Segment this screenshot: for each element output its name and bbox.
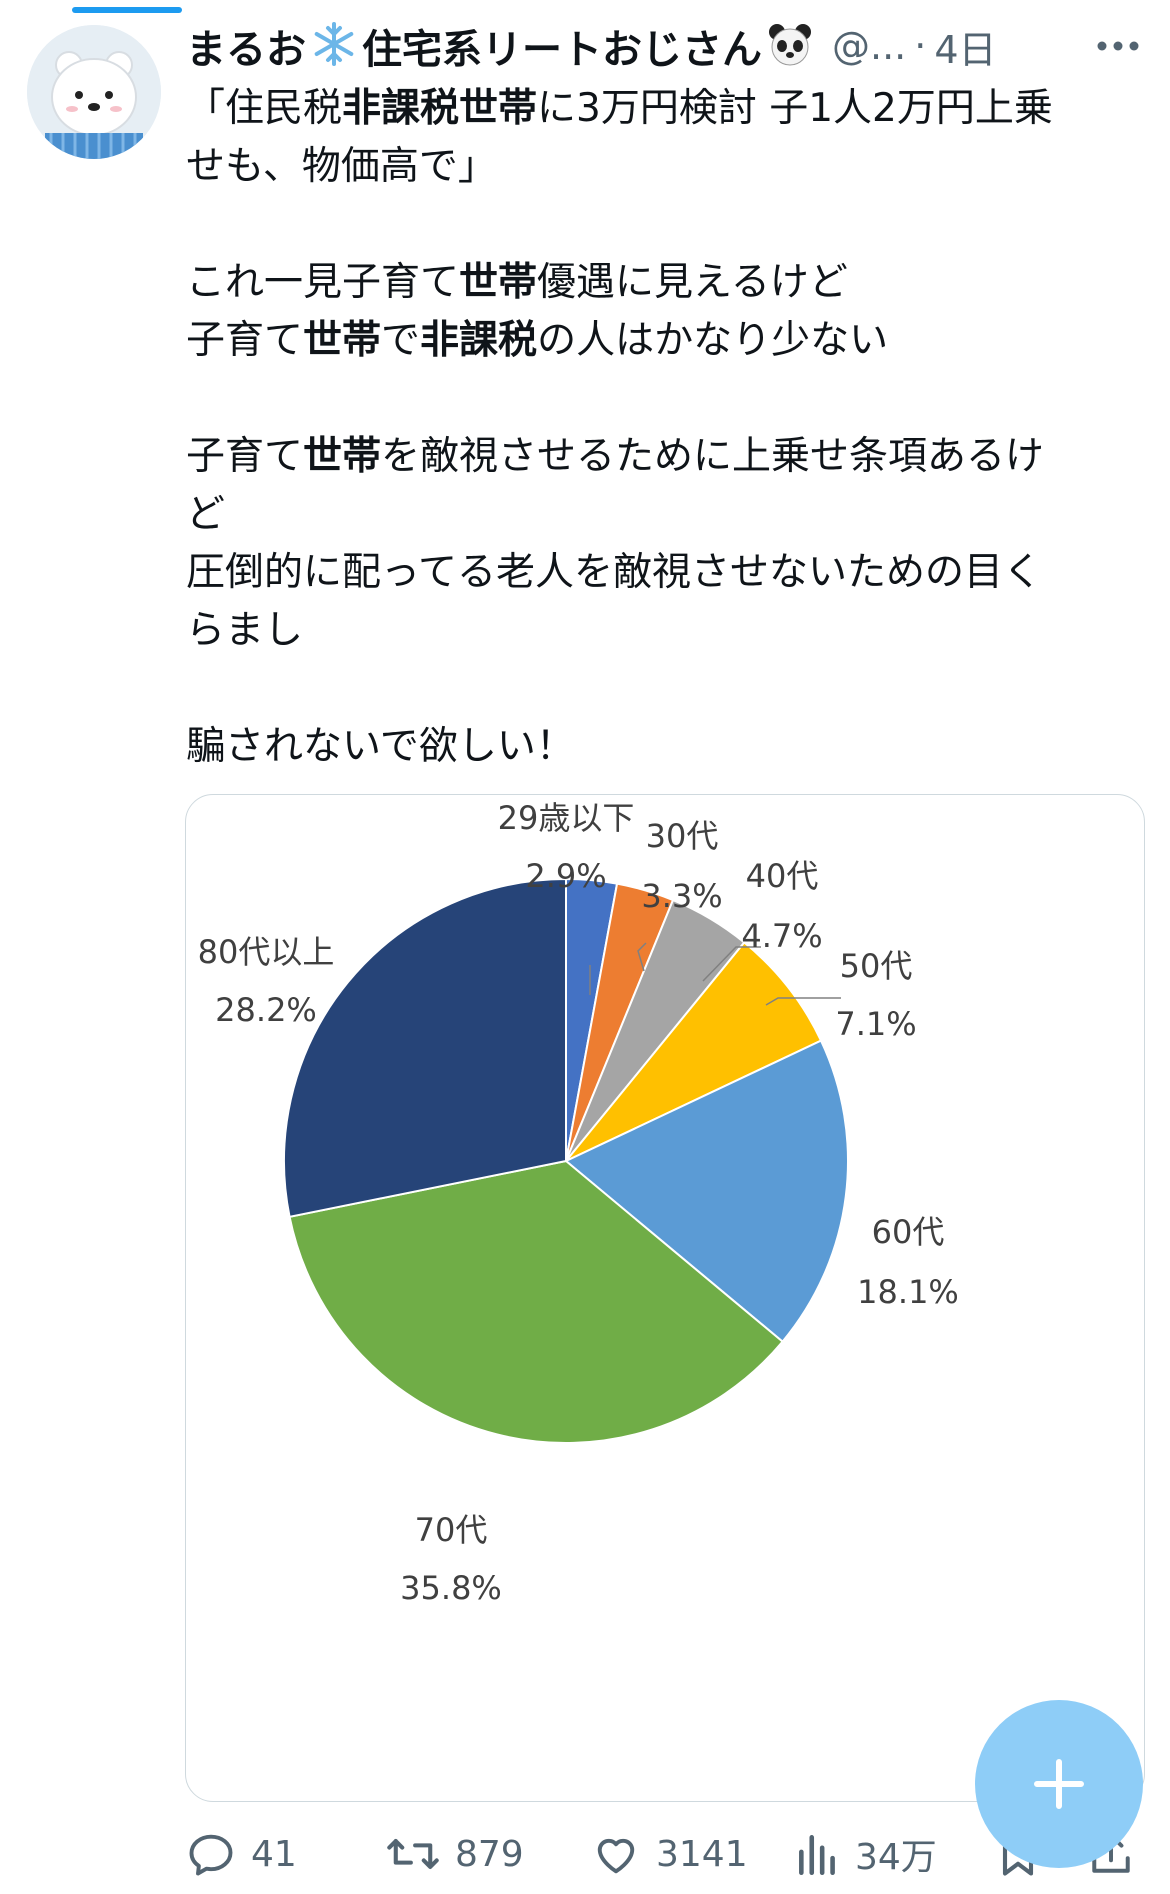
leader-line-3	[765, 997, 841, 1006]
slice-category-label: 50代	[840, 947, 913, 985]
top-scroll-indicator	[72, 7, 182, 13]
display-name-suffix[interactable]: 住宅系リートおじさん	[362, 27, 762, 73]
tweet-text-segment: で	[381, 318, 421, 363]
pie-slice-4	[564, 1039, 849, 1344]
slice-value-label: 35.8%	[400, 1569, 502, 1607]
slice-category-label: 29歳以下	[498, 799, 635, 837]
tweet-text-segment: 優遇に見えるけど 子育て	[186, 260, 848, 363]
slice-value-label: 2.9%	[525, 857, 606, 895]
slice-category-label: 80代以上	[198, 933, 335, 971]
tweet-text-bold: 世帯	[303, 434, 382, 479]
slice-category-label: 40代	[746, 857, 819, 895]
slice-value-label: 3.3%	[641, 877, 722, 915]
pie-slice-5	[288, 1159, 784, 1444]
tweet-action-bar: 41 879 3141 34万	[0, 1814, 1170, 1894]
pie-chart: 29歳以下 2.9% 30代 3.3% 40代 4.7% 50代 7.1% 60代 18.1% 70…	[198, 799, 959, 1607]
views-count: 34万	[855, 1837, 937, 1878]
pie-slice-3	[565, 941, 823, 1162]
reply-icon	[189, 1834, 233, 1876]
tweet-text-segment: 「住民税	[186, 86, 343, 131]
like-button[interactable]: 3141	[590, 1814, 748, 1894]
pie-slice-6	[283, 877, 567, 1219]
leader-line-2	[702, 946, 761, 982]
slice-category-label: 70代	[415, 1511, 488, 1549]
more-icon	[1097, 41, 1139, 51]
reply-button[interactable]: 41	[185, 1814, 297, 1894]
tweet-header: まるお 住宅系リートおじさん @... · 4日	[186, 16, 1146, 76]
tweet-text-bold: 非課税世帯	[342, 86, 538, 131]
tweet-text-segment: を敵視させるために上乗せ条項あるけ ど 圧倒的に配ってる老人を敵視させないための…	[186, 434, 1045, 769]
time-separator: ·	[914, 24, 927, 68]
tweet-text-bold: 世帯	[303, 318, 382, 363]
retweet-icon	[387, 1839, 439, 1869]
polar-bear-avatar-icon	[27, 25, 161, 159]
slice-value-label: 4.7%	[741, 917, 822, 955]
views-button[interactable]: 34万	[795, 1814, 937, 1894]
tweet-text-bold: 非課税	[420, 318, 538, 363]
display-name[interactable]: まるお	[186, 27, 306, 73]
tweet-text-segment: の人はかなり少ない 子育て	[186, 318, 889, 479]
slice-value-label: 7.1%	[835, 1005, 916, 1043]
leader-line-1	[637, 942, 647, 972]
like-count: 3141	[656, 1833, 748, 1875]
user-handle[interactable]: @...	[832, 24, 907, 68]
slice-category-label: 60代	[872, 1213, 945, 1251]
tweet-text-segment: に3万円検討 子1人2万円上乗 せも、物価高で」 これ一見子育て	[186, 86, 1053, 305]
views-icon	[799, 1835, 835, 1876]
tweet-time[interactable]: 4日	[934, 27, 997, 72]
plus-icon	[1034, 1759, 1084, 1809]
snowflake-icon	[310, 20, 358, 72]
compose-button[interactable]	[975, 1700, 1143, 1868]
reply-count: 41	[251, 1833, 297, 1875]
slice-value-label: 18.1%	[857, 1273, 959, 1311]
slice-value-label: 28.2%	[215, 991, 317, 1029]
tweet-media-image[interactable]: 29歳以下 2.9% 30代 3.3% 40代 4.7% 50代 7.1% 60代 18.1% 70…	[185, 794, 1145, 1802]
panda-icon	[766, 20, 814, 72]
retweet-count: 879	[455, 1833, 524, 1875]
tweet-text-bold: 世帯	[459, 260, 538, 305]
more-button[interactable]	[1090, 18, 1146, 74]
heart-icon	[597, 1838, 635, 1874]
slice-category-label: 30代	[646, 817, 719, 855]
retweet-button[interactable]: 879	[385, 1814, 524, 1894]
tweet-text: 「住民税非課税世帯に3万円検討 子1人2万円上乗 せも、物価高で」 これ一見子育…	[186, 80, 1126, 776]
user-avatar[interactable]	[27, 25, 161, 159]
